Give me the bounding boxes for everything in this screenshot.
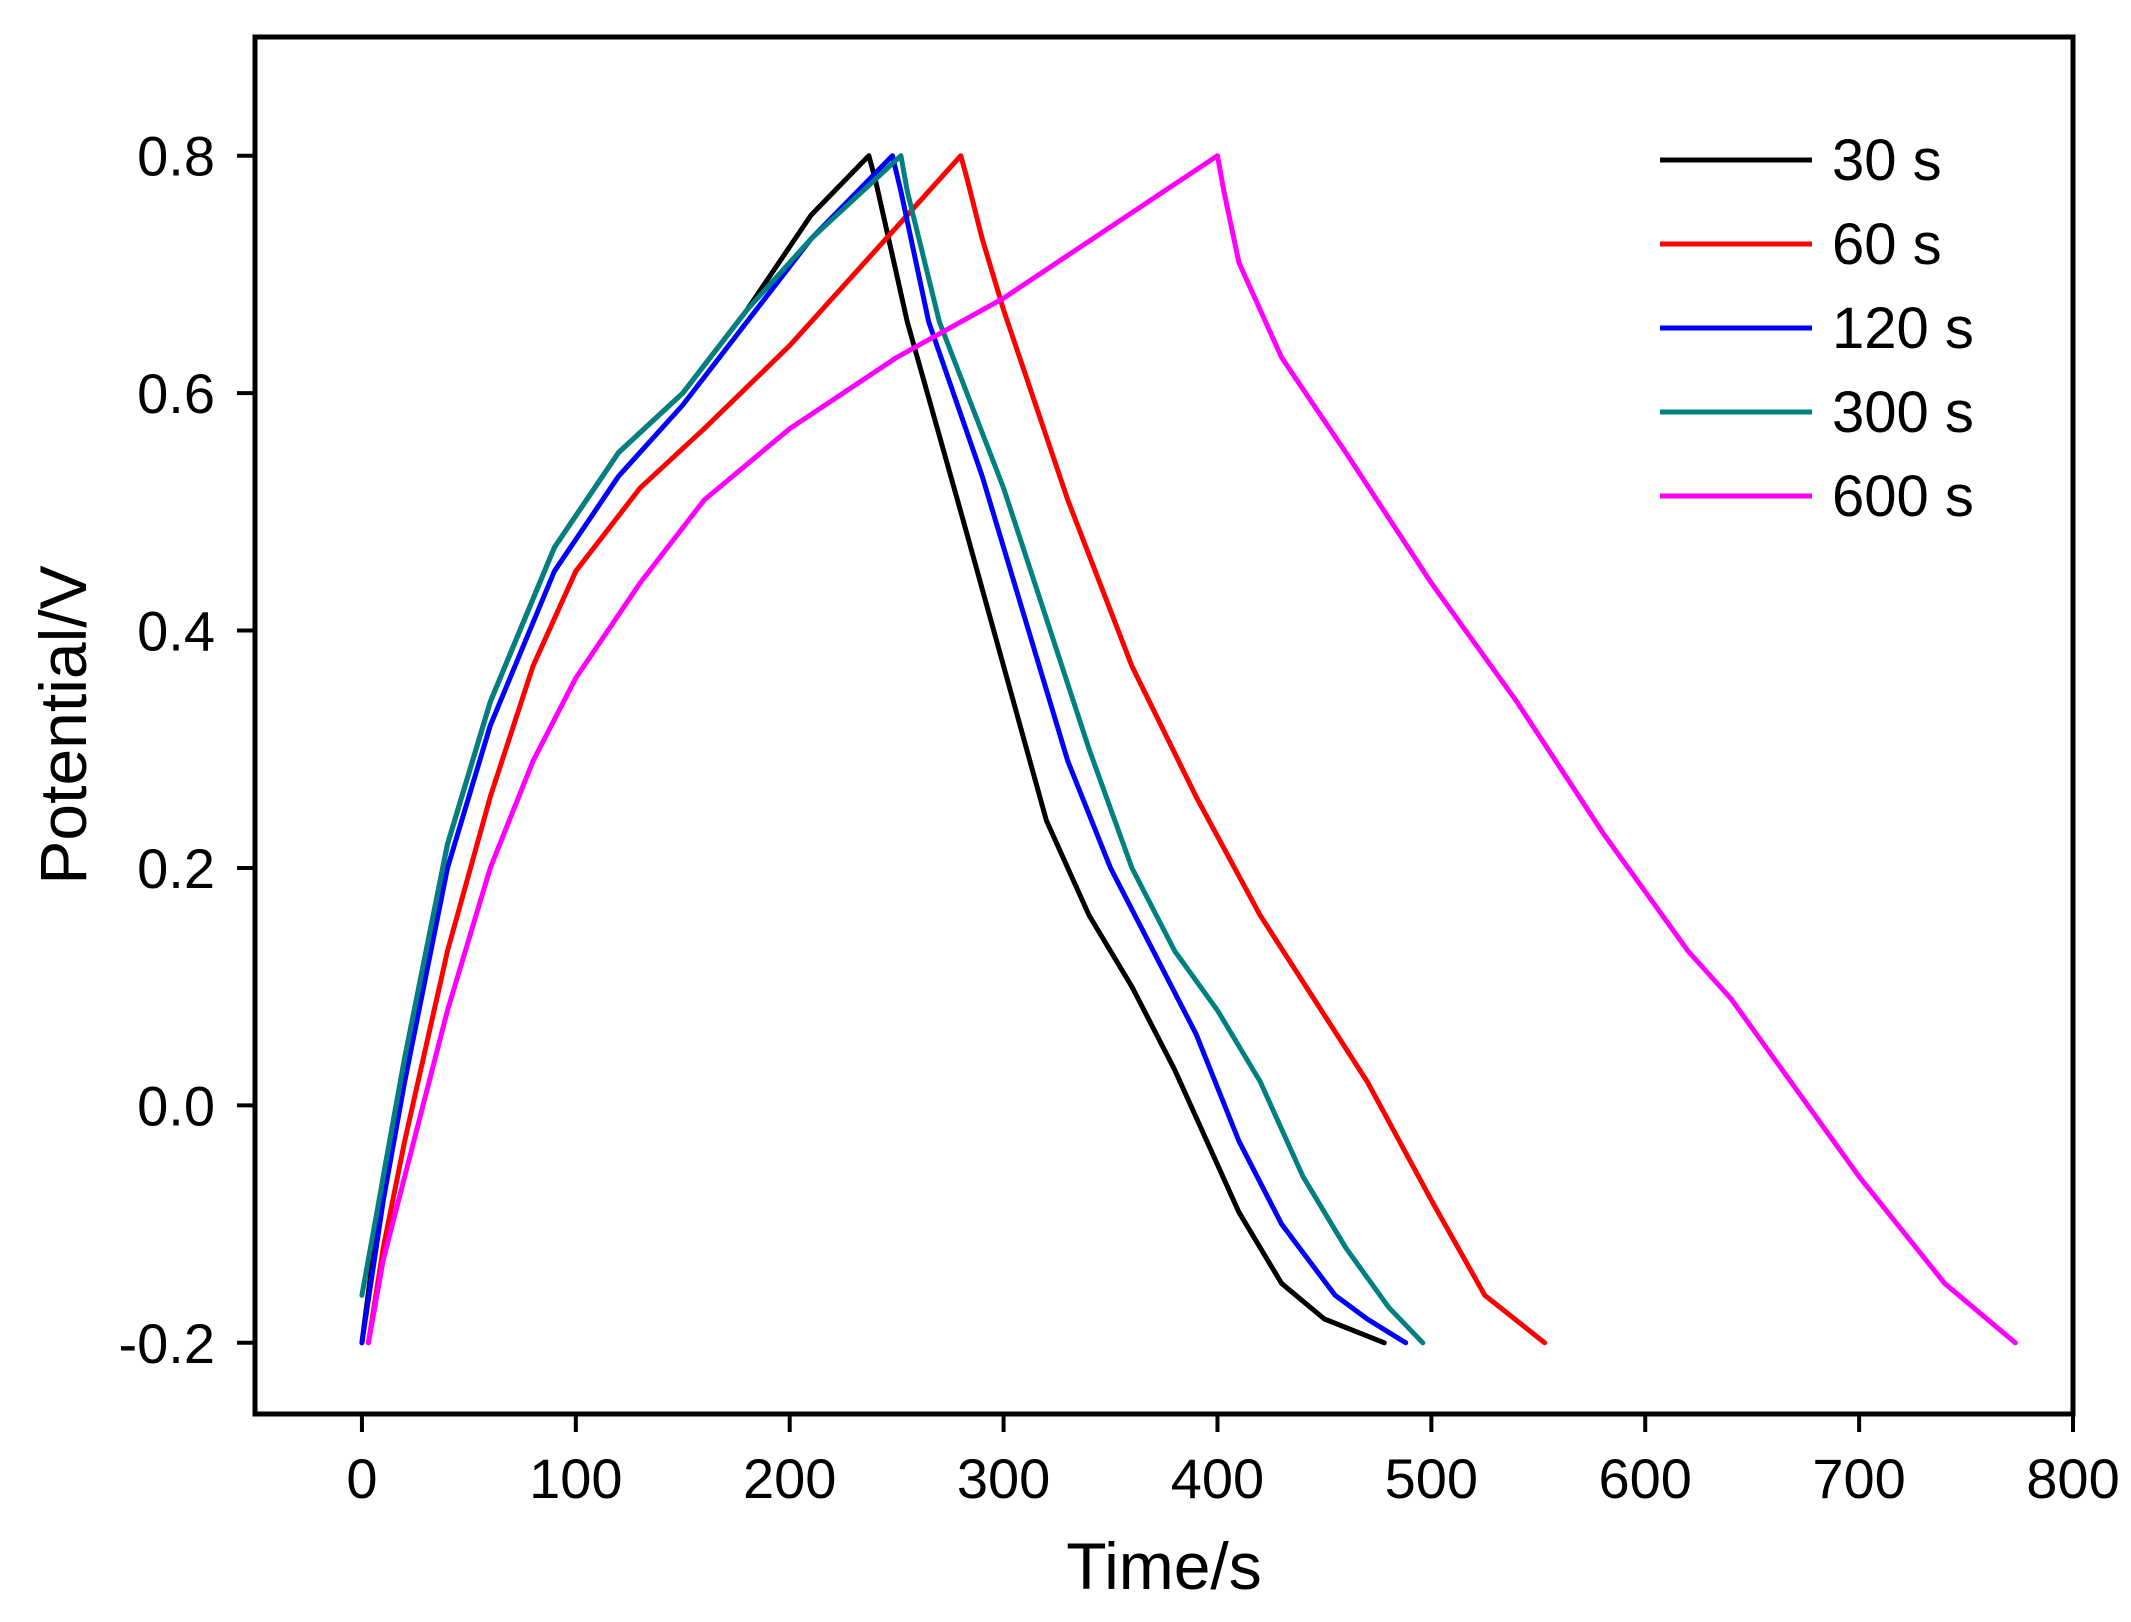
series-line-60-s [365, 153, 1548, 1346]
x-axis-title: Time/s [1066, 1529, 1262, 1603]
y-tick-label: 0.6 [137, 362, 215, 425]
x-tick-label: 400 [1171, 1447, 1264, 1510]
series-line-300-s [359, 153, 1426, 1346]
legend-label: 30 s [1832, 128, 1942, 193]
x-tick-label: 300 [957, 1447, 1050, 1510]
y-axis-title: Potential/V [26, 565, 100, 884]
series-line-120-s [359, 153, 1409, 1346]
y-tick-label: 0.0 [137, 1074, 215, 1137]
y-tick-label: 0.2 [137, 837, 215, 900]
series-line-30-s [359, 153, 1387, 1346]
legend-label: 300 s [1832, 380, 1974, 445]
legend: 30 s 60 s 120 s 300 s 600 s [1660, 128, 1974, 529]
x-tick-label: 700 [1812, 1447, 1905, 1510]
x-tick-label: 800 [2026, 1447, 2119, 1510]
y-tick-label: 0.4 [137, 600, 215, 663]
y-tick-label: -0.2 [119, 1312, 216, 1375]
x-tick-label: 500 [1385, 1447, 1478, 1510]
legend-label: 600 s [1832, 464, 1974, 529]
x-tick-label: 200 [743, 1447, 836, 1510]
y-tick-label: 0.8 [137, 125, 215, 188]
series-layer [359, 153, 2018, 1346]
legend-label: 60 s [1832, 212, 1942, 277]
x-tick-label: 600 [1599, 1447, 1692, 1510]
series-line-600-s [365, 153, 2018, 1346]
tick-layer: 0 100 200 300 400 500 600 700 800 -0.2 0.0 0.2 0.4 0.… [119, 125, 2120, 1510]
x-tick-label: 100 [529, 1447, 622, 1510]
plot-frame [252, 34, 2076, 1417]
legend-label: 120 s [1832, 296, 1974, 361]
x-tick-label: 0 [346, 1447, 377, 1510]
